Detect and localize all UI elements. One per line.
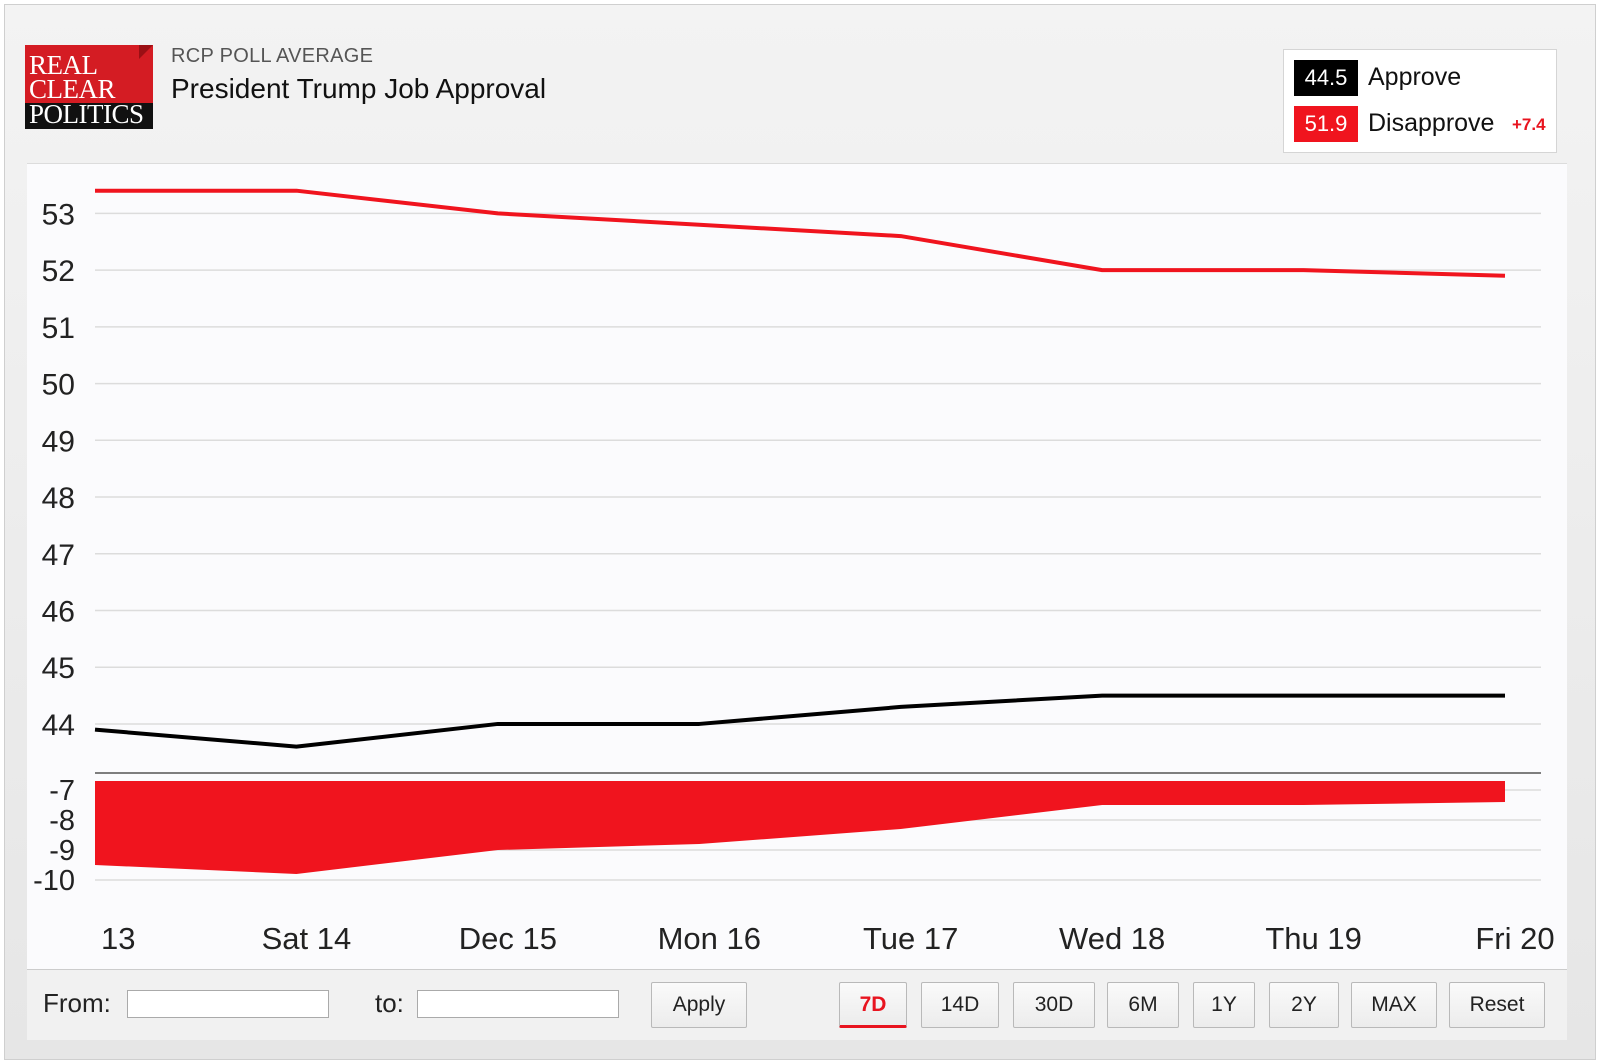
range-6m-button[interactable]: 6M bbox=[1107, 982, 1179, 1028]
y-tick-label: 47 bbox=[42, 539, 75, 572]
y-tick-label: 45 bbox=[42, 652, 75, 685]
range-1y-button[interactable]: 1Y bbox=[1193, 982, 1255, 1028]
from-label: From: bbox=[43, 988, 111, 1018]
x-tick-label: Sat 14 bbox=[262, 921, 352, 956]
poll-average-kicker: RCP POLL AVERAGE bbox=[171, 45, 374, 67]
y-tick-label: 48 bbox=[42, 482, 75, 515]
x-tick-label: Thu 19 bbox=[1265, 921, 1362, 956]
rcp-logo[interactable]: REAL CLEAR POLITICS bbox=[25, 45, 153, 129]
spread-tick-label: -8 bbox=[49, 805, 75, 837]
logo-line-2: CLEAR bbox=[29, 74, 116, 104]
disapprove-value-badge: 51.9 bbox=[1294, 106, 1358, 142]
approval-chart-svg: 53 52 51 50 49 48 47 46 45 44 -7-8-9-10 13 Sat 14 Dec… bbox=[33, 188, 1555, 956]
x-tick-label: Dec 15 bbox=[459, 921, 557, 956]
spread-area bbox=[95, 781, 1505, 874]
spread-value: +7.4 bbox=[1512, 115, 1546, 134]
y-tick-label: 52 bbox=[42, 255, 75, 288]
logo-red-block bbox=[25, 45, 153, 103]
range-14d-button[interactable]: 14D bbox=[921, 982, 999, 1028]
range-controls: From: to: Apply 7D 14D 30D 6M 1Y 2Y MAX … bbox=[27, 969, 1567, 1040]
spread-tick-label: -7 bbox=[49, 775, 75, 807]
y-tick-label: 49 bbox=[42, 425, 75, 458]
from-date-input[interactable] bbox=[127, 990, 329, 1018]
y-tick-label: 50 bbox=[42, 369, 75, 402]
apply-button[interactable]: Apply bbox=[651, 982, 747, 1028]
spread-tick-label: -9 bbox=[49, 835, 75, 867]
logo-line-1: REAL bbox=[29, 50, 98, 80]
x-tick-label: 13 bbox=[101, 921, 135, 956]
approve-label: Approve bbox=[1368, 63, 1462, 91]
x-tick-label: Tue 17 bbox=[863, 921, 958, 956]
approve-value-badge: 44.5 bbox=[1294, 60, 1358, 96]
x-tick-label: Mon 16 bbox=[658, 921, 761, 956]
logo-line-3: POLITICS bbox=[29, 99, 144, 129]
to-label: to: bbox=[375, 988, 404, 1018]
reset-button[interactable]: Reset bbox=[1449, 982, 1545, 1028]
chart-title: President Trump Job Approval bbox=[171, 73, 547, 104]
x-tick-label: Wed 18 bbox=[1059, 921, 1165, 956]
chart-widget: REAL CLEAR POLITICS RCP POLL AVERAGE Pre… bbox=[4, 4, 1596, 1060]
range-max-button[interactable]: MAX bbox=[1351, 982, 1437, 1028]
y-tick-label: 44 bbox=[42, 709, 75, 742]
range-7d-button[interactable]: 7D bbox=[839, 982, 907, 1028]
y-tick-label: 46 bbox=[42, 595, 75, 628]
approve-line bbox=[94, 693, 1505, 749]
legend-box: 44.5 Approve 51.9 Disapprove +7.4 bbox=[1283, 49, 1557, 153]
range-30d-button[interactable]: 30D bbox=[1013, 982, 1095, 1028]
y-tick-label: 51 bbox=[42, 312, 75, 345]
to-date-input[interactable] bbox=[417, 990, 619, 1018]
y-tick-label: 53 bbox=[42, 198, 75, 231]
disapprove-line bbox=[95, 188, 1506, 278]
disapprove-label: Disapprove bbox=[1368, 109, 1495, 137]
range-2y-button[interactable]: 2Y bbox=[1269, 982, 1339, 1028]
logo-page-fold bbox=[139, 45, 153, 59]
spread-tick-label: -10 bbox=[33, 865, 75, 897]
x-tick-label: Fri 20 bbox=[1475, 921, 1554, 956]
